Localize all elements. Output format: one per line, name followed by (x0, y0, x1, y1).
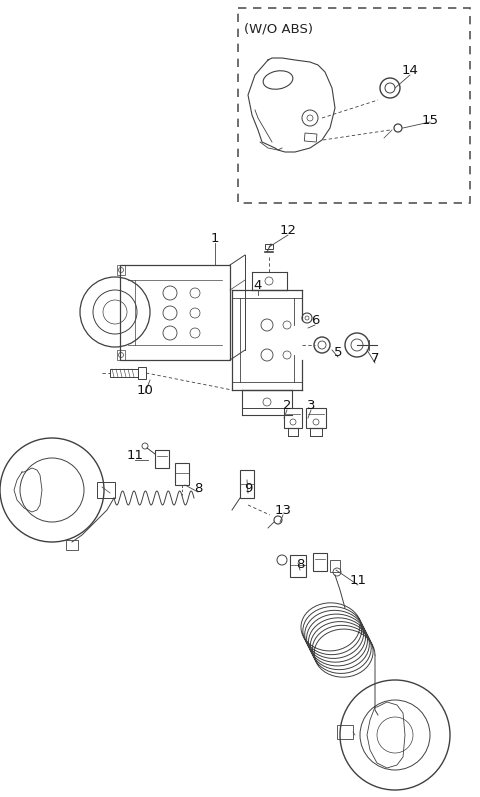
Text: 11: 11 (127, 449, 144, 461)
Text: 8: 8 (194, 481, 202, 494)
Text: 7: 7 (371, 351, 379, 364)
Text: 1: 1 (211, 231, 219, 245)
Text: 8: 8 (296, 559, 304, 571)
Bar (117, 350, 125, 360)
Text: 3: 3 (307, 398, 315, 411)
Text: 15: 15 (421, 113, 439, 127)
Text: 6: 6 (311, 313, 319, 327)
Text: 2: 2 (283, 398, 291, 411)
Text: 10: 10 (137, 383, 154, 396)
Text: 13: 13 (275, 504, 291, 516)
Bar (175, 463, 189, 485)
Text: 14: 14 (402, 64, 419, 77)
Bar (117, 265, 125, 275)
Text: (W/O ABS): (W/O ABS) (244, 22, 313, 35)
Text: 4: 4 (254, 278, 262, 292)
Bar (284, 408, 302, 428)
Bar (306, 408, 326, 428)
Text: 12: 12 (279, 223, 297, 237)
Text: 9: 9 (244, 481, 252, 494)
Bar (155, 450, 169, 468)
Text: 5: 5 (334, 346, 342, 359)
Bar (337, 725, 353, 739)
Bar (138, 367, 146, 379)
Text: 11: 11 (349, 574, 367, 587)
Bar (120, 265, 230, 360)
Bar (304, 133, 317, 142)
Bar (240, 470, 254, 498)
Bar (330, 560, 340, 572)
Bar (238, 8, 470, 203)
Bar (313, 553, 327, 571)
Bar (110, 369, 138, 377)
Bar (66, 540, 78, 550)
Bar (265, 244, 273, 249)
Bar (290, 555, 306, 577)
Bar (97, 482, 115, 498)
